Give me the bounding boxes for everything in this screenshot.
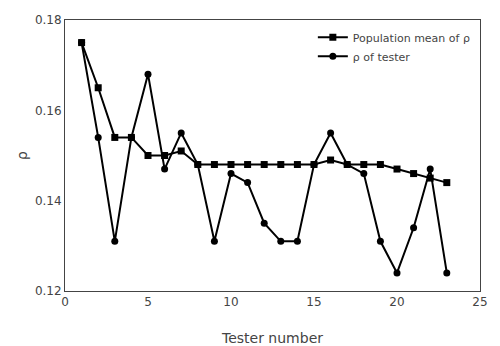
svg-text:10: 10 bbox=[223, 295, 238, 309]
svg-text:0.14: 0.14 bbox=[35, 194, 62, 208]
svg-text:0: 0 bbox=[61, 295, 69, 309]
svg-text:5: 5 bbox=[144, 295, 152, 309]
svg-text:25: 25 bbox=[472, 295, 487, 309]
svg-text:15: 15 bbox=[306, 295, 321, 309]
svg-text:0.18: 0.18 bbox=[35, 13, 62, 27]
svg-text:Population mean of ρ: Population mean of ρ bbox=[353, 32, 470, 45]
svg-text:ρ: ρ bbox=[14, 151, 30, 160]
svg-text:20: 20 bbox=[389, 295, 404, 309]
svg-text:0.12: 0.12 bbox=[35, 284, 62, 298]
svg-text:ρ of tester: ρ of tester bbox=[353, 51, 410, 64]
svg-text:0.16: 0.16 bbox=[35, 104, 62, 118]
svg-text:Tester number: Tester number bbox=[221, 330, 323, 346]
